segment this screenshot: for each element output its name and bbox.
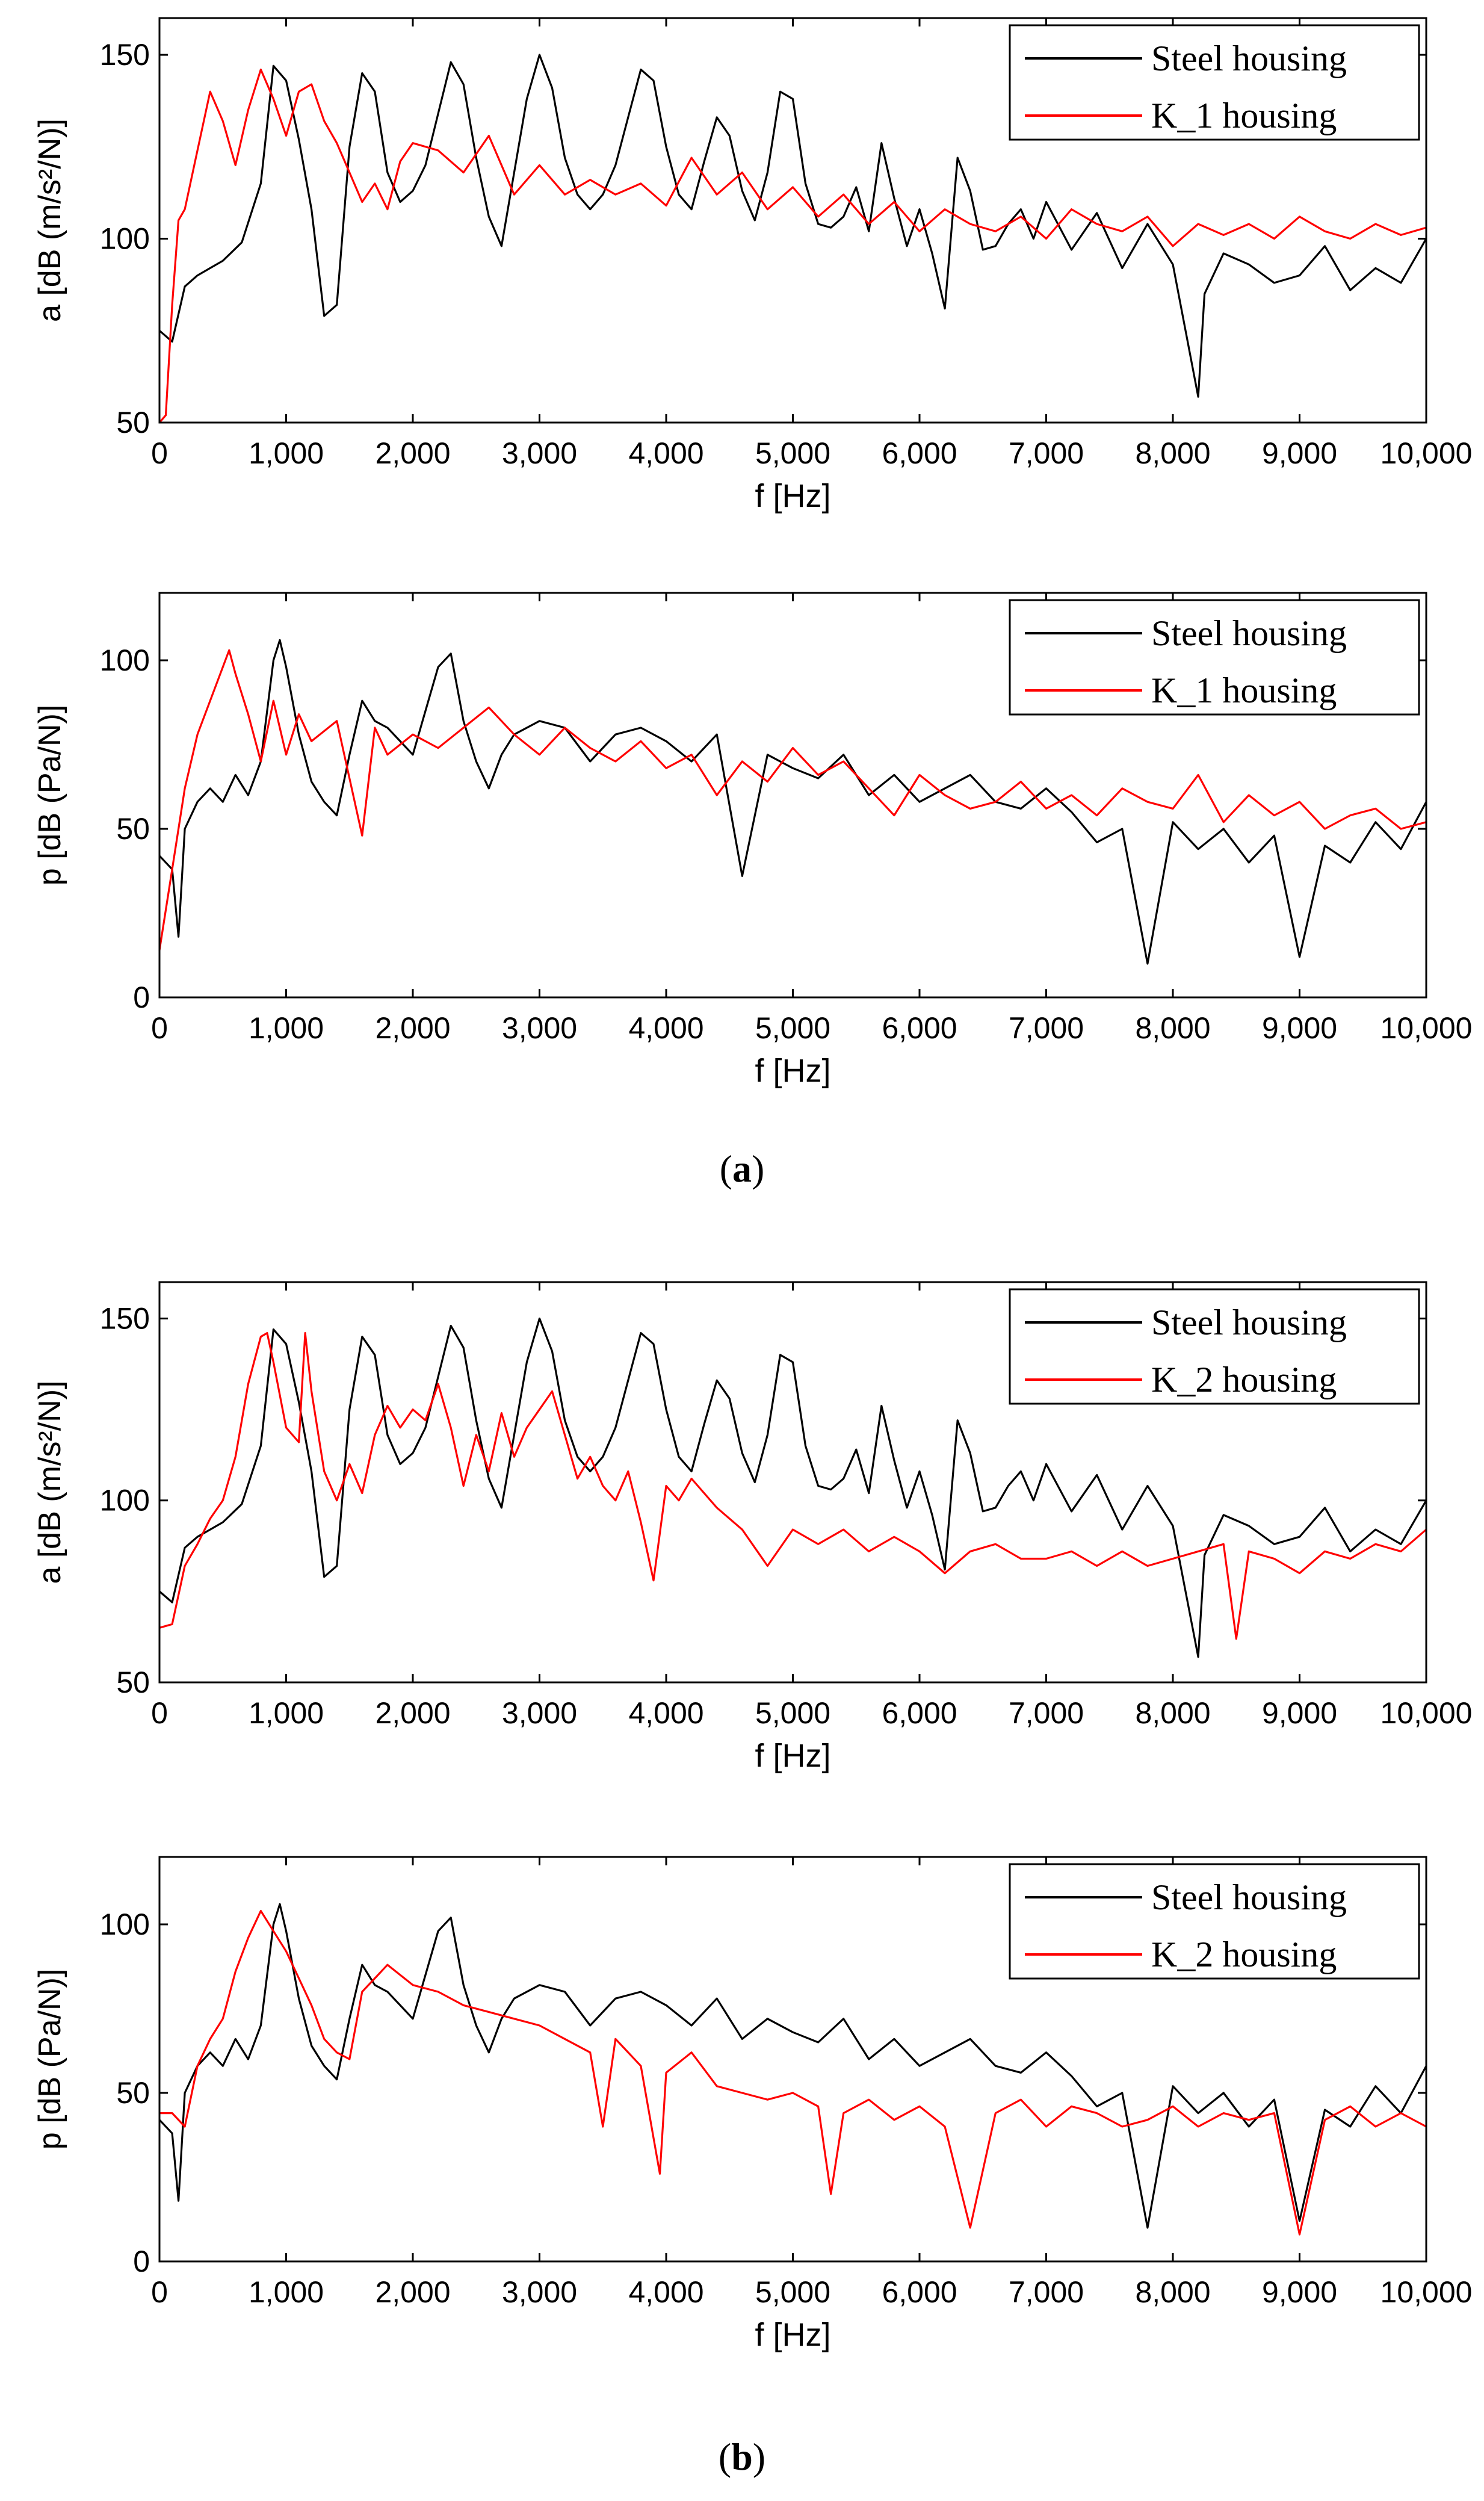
series-line-a-accel-1 [158, 68, 1427, 424]
y-tick-label-b-pressure: 50 [116, 2076, 150, 2110]
x-tick-label-a-accel: 0 [151, 436, 168, 470]
legend-label-a-pressure-0: Steel housing [1151, 613, 1347, 653]
y-axis-label-a-pressure: p [dB (Pa/N)] [32, 705, 67, 886]
x-tick-label-a-accel: 2,000 [375, 436, 450, 470]
x-tick-label-a-accel: 6,000 [882, 436, 957, 470]
x-tick-label-a-accel: 8,000 [1135, 436, 1210, 470]
caption-a-open: ( [719, 1147, 732, 1190]
x-tick-label-b-pressure: 9,000 [1262, 2275, 1337, 2309]
x-tick-label-b-accel: 9,000 [1262, 1696, 1337, 1730]
x-tick-label-a-pressure: 4,000 [628, 1011, 703, 1045]
y-tick-label-b-accel: 150 [100, 1301, 150, 1335]
x-tick-label-b-accel: 7,000 [1009, 1696, 1084, 1730]
x-tick-label-b-accel: 0 [151, 1696, 168, 1730]
x-tick-label-b-pressure: 0 [151, 2275, 168, 2309]
x-tick-label-b-accel: 3,000 [502, 1696, 577, 1730]
x-tick-label-b-pressure: 6,000 [882, 2275, 957, 2309]
x-tick-label-a-accel: 3,000 [502, 436, 577, 470]
series-line-b-accel-0 [158, 1317, 1427, 1658]
x-tick-label-b-pressure: 4,000 [628, 2275, 703, 2309]
x-tick-label-b-accel: 5,000 [755, 1696, 830, 1730]
x-tick-label-a-pressure: 9,000 [1262, 1011, 1337, 1045]
caption-b-letter: b [731, 2435, 753, 2478]
x-tick-label-a-pressure: 10,000 [1380, 1011, 1473, 1045]
legend-box-b-accel [1009, 1288, 1420, 1405]
x-tick-label-b-accel: 6,000 [882, 1696, 957, 1730]
x-tick-label-b-accel: 2,000 [375, 1696, 450, 1730]
y-tick-label-a-accel: 50 [116, 406, 150, 439]
y-tick-label-b-pressure: 0 [133, 2245, 150, 2278]
y-tick-label-b-accel: 100 [100, 1484, 150, 1517]
y-tick-label-a-accel: 100 [100, 222, 150, 256]
x-axis-label-b-accel: f [Hz] [755, 1738, 830, 1774]
series-line-a-pressure-0 [158, 639, 1427, 965]
x-tick-label-b-pressure: 8,000 [1135, 2275, 1210, 2309]
legend-label-b-accel-1: K_2 housing [1151, 1360, 1337, 1399]
y-tick-label-a-accel: 150 [100, 38, 150, 72]
caption-a-letter: a [732, 1147, 752, 1190]
x-tick-label-a-pressure: 3,000 [502, 1011, 577, 1045]
y-tick-label-b-pressure: 100 [100, 1908, 150, 1941]
x-axis-label-a-accel: f [Hz] [755, 478, 830, 514]
x-tick-label-b-accel: 8,000 [1135, 1696, 1210, 1730]
legend-label-b-pressure-0: Steel housing [1151, 1877, 1347, 1917]
legend-label-a-accel-0: Steel housing [1151, 39, 1347, 78]
caption-a-close: ) [752, 1147, 765, 1190]
x-tick-label-b-pressure: 5,000 [755, 2275, 830, 2309]
x-tick-label-b-accel: 4,000 [628, 1696, 703, 1730]
caption-b: (b) [0, 2435, 1484, 2479]
y-tick-label-a-pressure: 100 [100, 643, 150, 677]
legend-box-b-pressure [1009, 1863, 1420, 1980]
x-tick-label-a-accel: 7,000 [1009, 436, 1084, 470]
x-tick-label-a-pressure: 6,000 [882, 1011, 957, 1045]
x-tick-label-b-pressure: 10,000 [1380, 2275, 1473, 2309]
legend-box-a-pressure [1009, 599, 1420, 716]
series-line-a-pressure-1 [158, 649, 1427, 950]
series-line-b-pressure-1 [159, 1910, 1427, 2236]
x-tick-label-a-pressure: 0 [151, 1011, 168, 1045]
y-tick-label-a-pressure: 0 [133, 981, 150, 1014]
series-line-a-accel-0 [158, 54, 1427, 398]
x-tick-label-a-accel: 4,000 [628, 436, 703, 470]
legend-label-b-accel-0: Steel housing [1151, 1303, 1347, 1342]
x-tick-label-a-pressure: 8,000 [1135, 1011, 1210, 1045]
x-tick-label-a-accel: 9,000 [1262, 436, 1337, 470]
x-tick-label-a-pressure: 7,000 [1009, 1011, 1084, 1045]
x-tick-label-b-pressure: 1,000 [249, 2275, 324, 2309]
x-tick-label-a-accel: 10,000 [1380, 436, 1473, 470]
series-line-b-accel-1 [159, 1332, 1427, 1640]
series-line-b-pressure-0 [158, 1903, 1427, 2229]
caption-b-close: ) [752, 2435, 766, 2478]
x-tick-label-a-pressure: 2,000 [375, 1011, 450, 1045]
x-axis-label-b-pressure: f [Hz] [755, 2317, 830, 2353]
caption-b-open: ( [718, 2435, 732, 2478]
legend-label-a-pressure-1: K_1 housing [1151, 671, 1337, 710]
caption-a: (a) [0, 1147, 1484, 1191]
y-tick-label-b-accel: 50 [116, 1666, 150, 1699]
x-tick-label-b-pressure: 2,000 [375, 2275, 450, 2309]
x-tick-label-b-pressure: 7,000 [1009, 2275, 1084, 2309]
x-axis-label-a-pressure: f [Hz] [755, 1053, 830, 1089]
y-axis-label-b-pressure: p [dB (Pa/N)] [32, 1969, 67, 2150]
x-tick-label-a-accel: 1,000 [249, 436, 324, 470]
y-axis-label-b-accel: a [dB (m/s²/N)] [32, 1380, 67, 1584]
legend-label-b-pressure-1: K_2 housing [1151, 1935, 1337, 1974]
x-tick-label-a-pressure: 5,000 [755, 1011, 830, 1045]
x-tick-label-b-accel: 1,000 [249, 1696, 324, 1730]
x-tick-label-b-pressure: 3,000 [502, 2275, 577, 2309]
y-tick-label-a-pressure: 50 [116, 812, 150, 846]
y-axis-label-a-accel: a [dB (m/s²/N)] [32, 119, 67, 322]
legend-box-a-accel [1009, 24, 1420, 141]
legend-label-a-accel-1: K_1 housing [1151, 96, 1337, 135]
x-tick-label-a-accel: 5,000 [755, 436, 830, 470]
x-tick-label-a-pressure: 1,000 [249, 1011, 324, 1045]
x-tick-label-b-accel: 10,000 [1380, 1696, 1473, 1730]
